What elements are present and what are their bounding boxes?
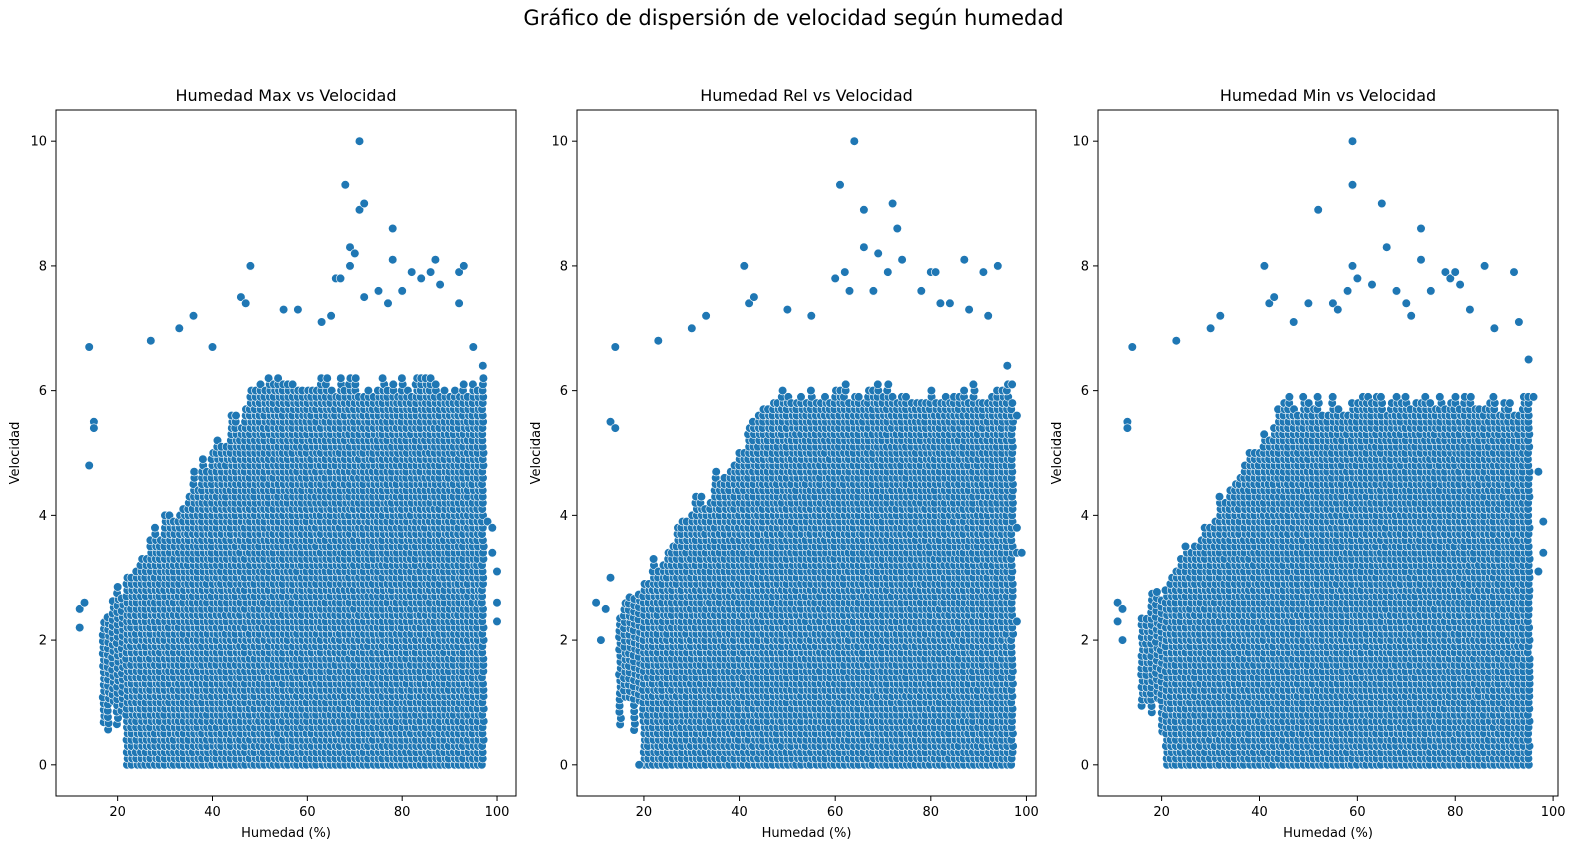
scatter-point: [350, 248, 360, 258]
scatter-point: [293, 305, 303, 315]
scatter-point: [241, 298, 251, 308]
scatter-point: [373, 286, 384, 296]
scatter-point: [388, 255, 398, 265]
scatter-point: [487, 548, 497, 558]
scatter-point: [430, 255, 441, 265]
scatter-point: [113, 582, 123, 592]
scatter-point: [397, 373, 407, 383]
scatter-point: [207, 342, 218, 352]
scatter-points: [591, 136, 1027, 770]
scatter-point: [383, 298, 393, 308]
scatter-point: [89, 423, 99, 433]
scatter-point: [345, 261, 355, 271]
scatter-point: [487, 523, 497, 533]
scatter-point: [279, 305, 289, 315]
scatter-point: [84, 460, 94, 471]
scatter-point: [335, 273, 346, 284]
scatter-point: [388, 223, 398, 234]
x-tick-label: 100: [485, 805, 510, 820]
scatter-point: [245, 261, 255, 271]
x-tick-label: 40: [204, 805, 221, 820]
scatter-point: [150, 523, 160, 533]
scatter-point: [407, 267, 417, 277]
scatter-point: [416, 273, 426, 284]
scatter-point: [327, 386, 337, 396]
panel-title: Humedad Max vs Velocidad: [176, 86, 397, 105]
scatter-point: [426, 267, 436, 277]
scatter-point: [459, 261, 469, 271]
scatter-point: [648, 554, 659, 564]
scatter-point: [478, 373, 489, 383]
scatter-points: [75, 136, 502, 770]
scatter-point: [336, 373, 346, 383]
scatter-point: [322, 373, 332, 383]
scatter-point: [351, 373, 361, 383]
scatter-point: [174, 323, 184, 333]
scatter-point: [454, 298, 464, 308]
scatter-point: [459, 379, 469, 390]
scatter-point: [317, 317, 327, 327]
x-axis-label: Humedad (%): [241, 826, 331, 841]
scatter-point: [84, 342, 94, 352]
scatter-point: [188, 311, 199, 321]
scatter-point: [359, 292, 369, 302]
scatter-point: [468, 342, 478, 352]
figure-suptitle: Gráfico de dispersión de velocidad según…: [523, 6, 1064, 30]
scatter-point: [492, 616, 502, 627]
scatter-point: [326, 311, 336, 321]
scatter-point: [435, 280, 445, 290]
y-tick-label: 4: [39, 509, 47, 524]
scatter-point: [388, 379, 398, 390]
x-tick-label: 20: [109, 805, 126, 820]
scatter-point: [189, 467, 199, 477]
scatter-panel-humedad-max: 20 40 60 80 100 0 2 4 6 8 10 Humedad Max vs Velocid…: [8, 86, 517, 841]
scatter-point: [397, 286, 407, 296]
y-tick-label: 2: [39, 634, 47, 649]
x-tick-label: 60: [299, 805, 316, 820]
scatter-point: [146, 336, 156, 346]
scatter-point: [359, 198, 369, 209]
scatter-point: [255, 379, 266, 390]
scatter-point: [198, 454, 208, 464]
scatter-point: [264, 373, 274, 383]
scatter-point: [378, 373, 388, 383]
y-tick-label: 0: [39, 758, 47, 773]
x-tick-label: 80: [394, 805, 411, 820]
scatter-point: [75, 622, 85, 633]
scatter-point: [492, 566, 502, 577]
scatter-point: [354, 136, 365, 146]
y-tick-label: 8: [39, 259, 47, 274]
scatter-point: [696, 492, 707, 502]
y-axis-label: Velocidad: [8, 422, 23, 485]
scatter-point: [273, 373, 283, 383]
y-tick-label: 6: [39, 384, 47, 399]
y-tick-label: 10: [30, 135, 47, 150]
scatter-point: [340, 180, 350, 190]
scatter-point: [478, 361, 488, 371]
scatter-point: [492, 598, 502, 608]
scatter-point: [288, 379, 298, 390]
scatter-point: [431, 379, 441, 390]
scatter-point: [231, 411, 241, 421]
scatter-point: [79, 598, 90, 608]
